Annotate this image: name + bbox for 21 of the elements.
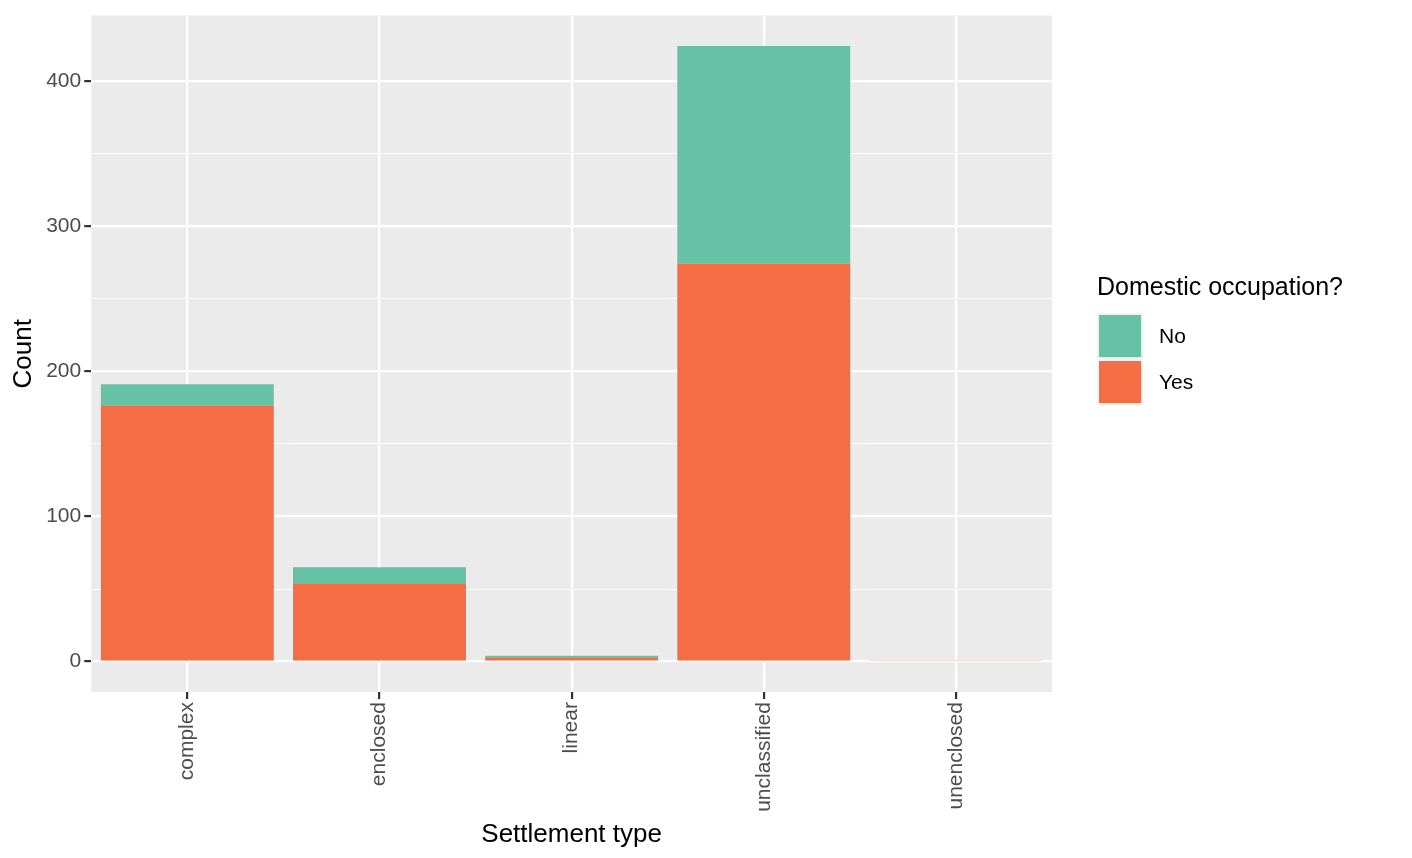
x-tick-label: unclassified [750,702,774,812]
x-tick-label: unenclosed [942,702,966,810]
y-tick-label: 400 [46,67,82,91]
bar [677,46,851,264]
bar [677,263,851,661]
y-axis-title: Count [6,318,37,389]
y-tick-label: 0 [69,648,82,672]
y-tick-label: 100 [46,503,82,527]
x-tick-label: enclosed [366,702,390,787]
bar [293,583,466,661]
x-tick-label: linear [558,702,582,754]
legend-label: No [1159,324,1186,348]
legend-label: Yes [1159,370,1194,394]
legend-title: Domestic occupation? [1097,272,1343,301]
x-tick-label: complex [174,701,198,781]
y-tick-label: 300 [46,212,82,236]
x-axis-title: Settlement type [481,817,662,848]
bar [293,567,466,584]
bar [100,406,274,661]
y-tick-label: 200 [46,358,82,382]
bar [100,384,274,407]
